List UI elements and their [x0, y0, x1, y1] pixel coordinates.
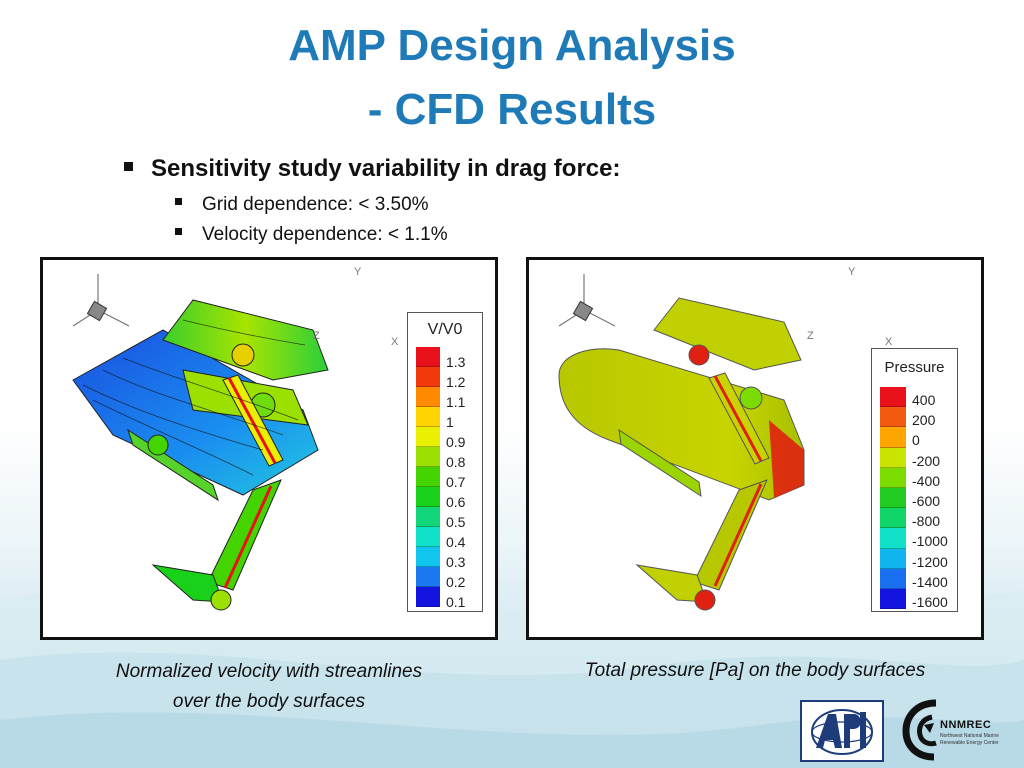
pressure-legend-label: -1600 — [912, 593, 948, 610]
nnmrec-subtitle-2: Renewable Energy Center — [940, 740, 999, 746]
pressure-legend-swatch — [880, 467, 906, 488]
nnmrec-logo-icon — [902, 699, 937, 761]
velocity-legend-swatch — [416, 487, 440, 507]
pressure-legend-swatch — [880, 528, 906, 549]
axis-z-label: Z — [313, 330, 320, 342]
velocity-legend-label: 1.3 — [446, 354, 466, 370]
velocity-legend-label: 0.9 — [446, 434, 466, 450]
pressure-legend-label: -200 — [912, 452, 941, 469]
pressure-legend-swatch — [880, 508, 906, 529]
pressure-legend-label: 400 — [912, 392, 936, 408]
pressure-legend-label: -400 — [912, 472, 941, 489]
bullet-sub-2-text: Velocity dependence: < 1.1% — [202, 224, 448, 245]
velocity-legend-label: 1 — [446, 414, 454, 430]
pressure-legend-swatches — [880, 387, 906, 610]
pressure-legend-label: 0 — [912, 432, 920, 449]
axis-y-label: Y — [848, 266, 856, 278]
velocity-legend-labels: 1.3 1.2 1.1 1 0.9 0.8 0.7 0.6 0.5 0.4 0.3 0.2 0.1 — [446, 355, 465, 615]
velocity-legend-label: 0.3 — [446, 554, 466, 570]
velocity-legend-swatch — [416, 547, 440, 567]
pressure-contour-panel: Y Z X Pressure 400 200 0 -200 -400 -600 -800 -1… — [526, 257, 984, 640]
pressure-legend-label: 200 — [912, 412, 936, 429]
pressure-legend-label: -1000 — [912, 533, 948, 550]
pressure-legend-labels: 400 200 0 -200 -400 -600 -800 -1000 -1200 -1400 -1… — [912, 393, 948, 615]
velocity-contour-panel: Y Z X V/V0 1.3 1.2 1.1 1 0.9 0.8 0.7 0.6 0.5 0.4 0… — [40, 257, 498, 640]
velocity-legend-label: 0.4 — [446, 534, 466, 550]
bullet-main-text: Sensitivity study variability in drag fo… — [151, 155, 621, 182]
pressure-legend: Pressure 400 200 0 -200 -400 -600 -800 -1000 -12… — [871, 348, 958, 612]
velocity-legend-swatch — [416, 567, 440, 587]
velocity-legend-swatch — [416, 507, 440, 527]
nnmrec-subtitle-1: Northwest National Marine — [940, 733, 999, 739]
pressure-caption: Total pressure [Pa] on the body surfaces — [584, 660, 926, 681]
velocity-legend-swatch — [416, 347, 440, 367]
bullet-sub-2: Velocity dependence: < 1.1% — [175, 224, 448, 246]
pressure-legend-swatch — [880, 407, 906, 428]
pressure-legend-label: -600 — [912, 492, 941, 509]
velocity-legend-label: 1.1 — [446, 394, 466, 410]
velocity-legend: V/V0 1.3 1.2 1.1 1 0.9 0.8 0.7 0.6 0.5 0.4 0.3 0.2 0… — [407, 312, 483, 612]
pressure-legend-label: -800 — [912, 513, 941, 530]
pressure-legend-swatch — [880, 447, 906, 468]
velocity-legend-swatch — [416, 467, 440, 487]
velocity-legend-label: 0.6 — [446, 494, 466, 510]
velocity-legend-label: 0.7 — [446, 474, 466, 490]
velocity-legend-label: 1.2 — [446, 374, 466, 390]
apl-logo — [800, 700, 884, 762]
velocity-legend-swatch — [416, 407, 440, 427]
axis-z-label: Z — [807, 330, 814, 342]
velocity-legend-label: 0.5 — [446, 514, 466, 530]
axis-y-label: Y — [354, 266, 362, 278]
velocity-legend-title: V/V0 — [427, 321, 463, 338]
velocity-legend-label: 0.2 — [446, 574, 466, 590]
velocity-legend-label: 0.8 — [446, 454, 466, 470]
pressure-legend-swatch — [880, 487, 906, 509]
slide-title-line2: - CFD Results — [367, 85, 657, 134]
velocity-caption-line2: over the body surfaces — [172, 691, 366, 712]
velocity-body-render — [72, 299, 329, 611]
bullet-sub-1-text: Grid dependence: < 3.50% — [202, 194, 429, 215]
pressure-legend-swatch — [880, 588, 906, 610]
velocity-legend-swatch — [416, 587, 440, 607]
axis-x-label: X — [391, 336, 399, 348]
axis-triad-icon — [558, 274, 616, 327]
pressure-legend-swatch — [880, 568, 906, 589]
bullet-sub-1: Grid dependence: < 3.50% — [175, 194, 429, 216]
pressure-legend-label: -1400 — [912, 573, 948, 590]
axis-x-label: X — [885, 336, 893, 348]
velocity-legend-swatch — [416, 387, 440, 407]
square-bullet-icon — [175, 228, 182, 236]
pressure-legend-label: -1200 — [912, 553, 948, 570]
velocity-legend-label: 0.1 — [446, 594, 466, 610]
velocity-caption-line1: Normalized velocity with streamlines — [115, 661, 423, 682]
apl-logo-icon — [811, 709, 873, 755]
axis-triad-icon — [72, 274, 130, 327]
pressure-body-render — [558, 297, 805, 611]
velocity-legend-swatches — [416, 347, 440, 607]
pressure-legend-swatch — [880, 427, 906, 448]
velocity-legend-swatch — [416, 527, 440, 547]
square-bullet-icon — [175, 198, 182, 206]
pressure-legend-title: Pressure — [884, 359, 945, 376]
velocity-legend-swatch — [416, 447, 440, 467]
nnmrec-logo: NNMREC Northwest National Marine Renewab… — [902, 693, 1022, 765]
nnmrec-name: NNMREC — [940, 719, 992, 731]
velocity-legend-swatch — [416, 367, 440, 387]
square-bullet-icon — [124, 162, 133, 172]
pressure-legend-swatch — [880, 548, 906, 569]
velocity-legend-swatch — [416, 427, 440, 447]
bullet-main: Sensitivity study variability in drag fo… — [124, 155, 620, 183]
pressure-legend-swatch — [880, 387, 906, 408]
slide-title-line1: AMP Design Analysis — [288, 21, 736, 70]
velocity-caption: Normalized velocity with streamlines ove… — [40, 657, 498, 717]
